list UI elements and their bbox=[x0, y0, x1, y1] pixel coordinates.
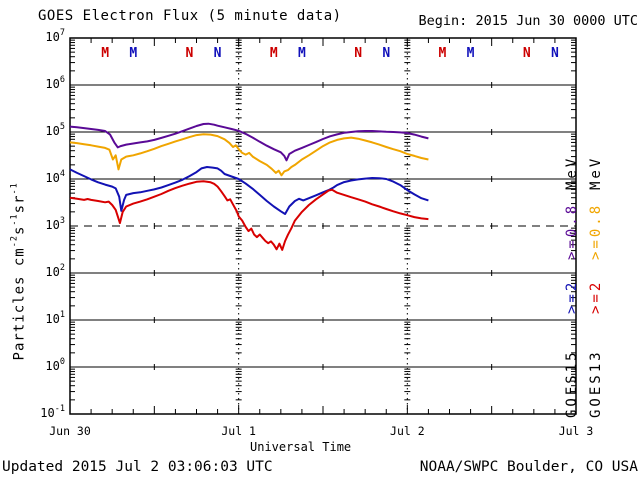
marker-N-41h: N bbox=[354, 46, 362, 61]
legend-goes15-ge08-label: >=0.8 bbox=[564, 202, 580, 260]
flux-curves bbox=[69, 122, 429, 251]
x-tick-jul-3: Jul 3 bbox=[558, 424, 594, 438]
legend-goes15-unit-label: MeV bbox=[564, 155, 580, 190]
y-tick-10e0: 100 bbox=[45, 357, 65, 373]
y-tick-10e5: 105 bbox=[45, 122, 65, 138]
marker-M-29h: M bbox=[270, 46, 278, 61]
legend-goes13-label: GOES13 bbox=[588, 349, 604, 418]
x-tick-jul-1: Jul 1 bbox=[221, 424, 256, 438]
marker-M-5h: M bbox=[101, 46, 109, 61]
y-tick-10e3: 103 bbox=[45, 216, 65, 232]
y-tick-10e7: 107 bbox=[45, 28, 65, 44]
series-goes15-2-mev bbox=[69, 166, 429, 215]
series-goes13-2-mev bbox=[69, 180, 429, 251]
page-title: GOES Electron Flux (5 minute data) bbox=[38, 8, 342, 24]
y-tick-10e4: 104 bbox=[45, 169, 65, 185]
updated-timestamp: Updated 2015 Jul 2 03:06:03 UTC bbox=[2, 459, 273, 475]
x-tick-jul-2: Jul 2 bbox=[390, 424, 425, 438]
legend-goes15-ge2-label: >=2 bbox=[564, 279, 580, 314]
y-tick-10e2: 102 bbox=[45, 263, 65, 279]
marker-M-9h: M bbox=[129, 46, 137, 61]
marker-M-33h: M bbox=[298, 46, 306, 61]
legend-goes13-unit-label: MeV bbox=[588, 155, 604, 190]
x-tick-jun-30: Jun 30 bbox=[49, 424, 91, 438]
marker-N-17h: N bbox=[186, 46, 194, 61]
source-attribution: NOAA/SWPC Boulder, CO USA bbox=[419, 459, 638, 475]
series-goes13-0-8-mev bbox=[69, 133, 429, 177]
marker-N-69h: N bbox=[551, 46, 559, 61]
marker-M-57h: M bbox=[467, 46, 475, 61]
y-tick-10e6: 106 bbox=[45, 75, 65, 91]
series-goes15-0-8-mev bbox=[69, 122, 429, 162]
legend-goes13-ge2-label: >=2 bbox=[588, 279, 604, 314]
marker-N-45h: N bbox=[382, 46, 390, 61]
legend-goes13-ge08-label: >=0.8 bbox=[588, 202, 604, 260]
y-tick-10e-1: 10-1 bbox=[40, 404, 65, 420]
marker-M-53h: M bbox=[439, 46, 447, 61]
x-axis-title: Universal Time bbox=[250, 440, 352, 454]
y-tick-10e1: 101 bbox=[45, 310, 65, 326]
marker-N-65h: N bbox=[523, 46, 531, 61]
gridlines bbox=[69, 37, 577, 415]
begin-time-label: Begin: 2015 Jun 30 0000 UTC bbox=[418, 13, 638, 29]
marker-N-21h: N bbox=[214, 46, 222, 61]
legend-goes15-label: GOES15 bbox=[564, 349, 580, 418]
axis-ticks bbox=[70, 38, 576, 414]
